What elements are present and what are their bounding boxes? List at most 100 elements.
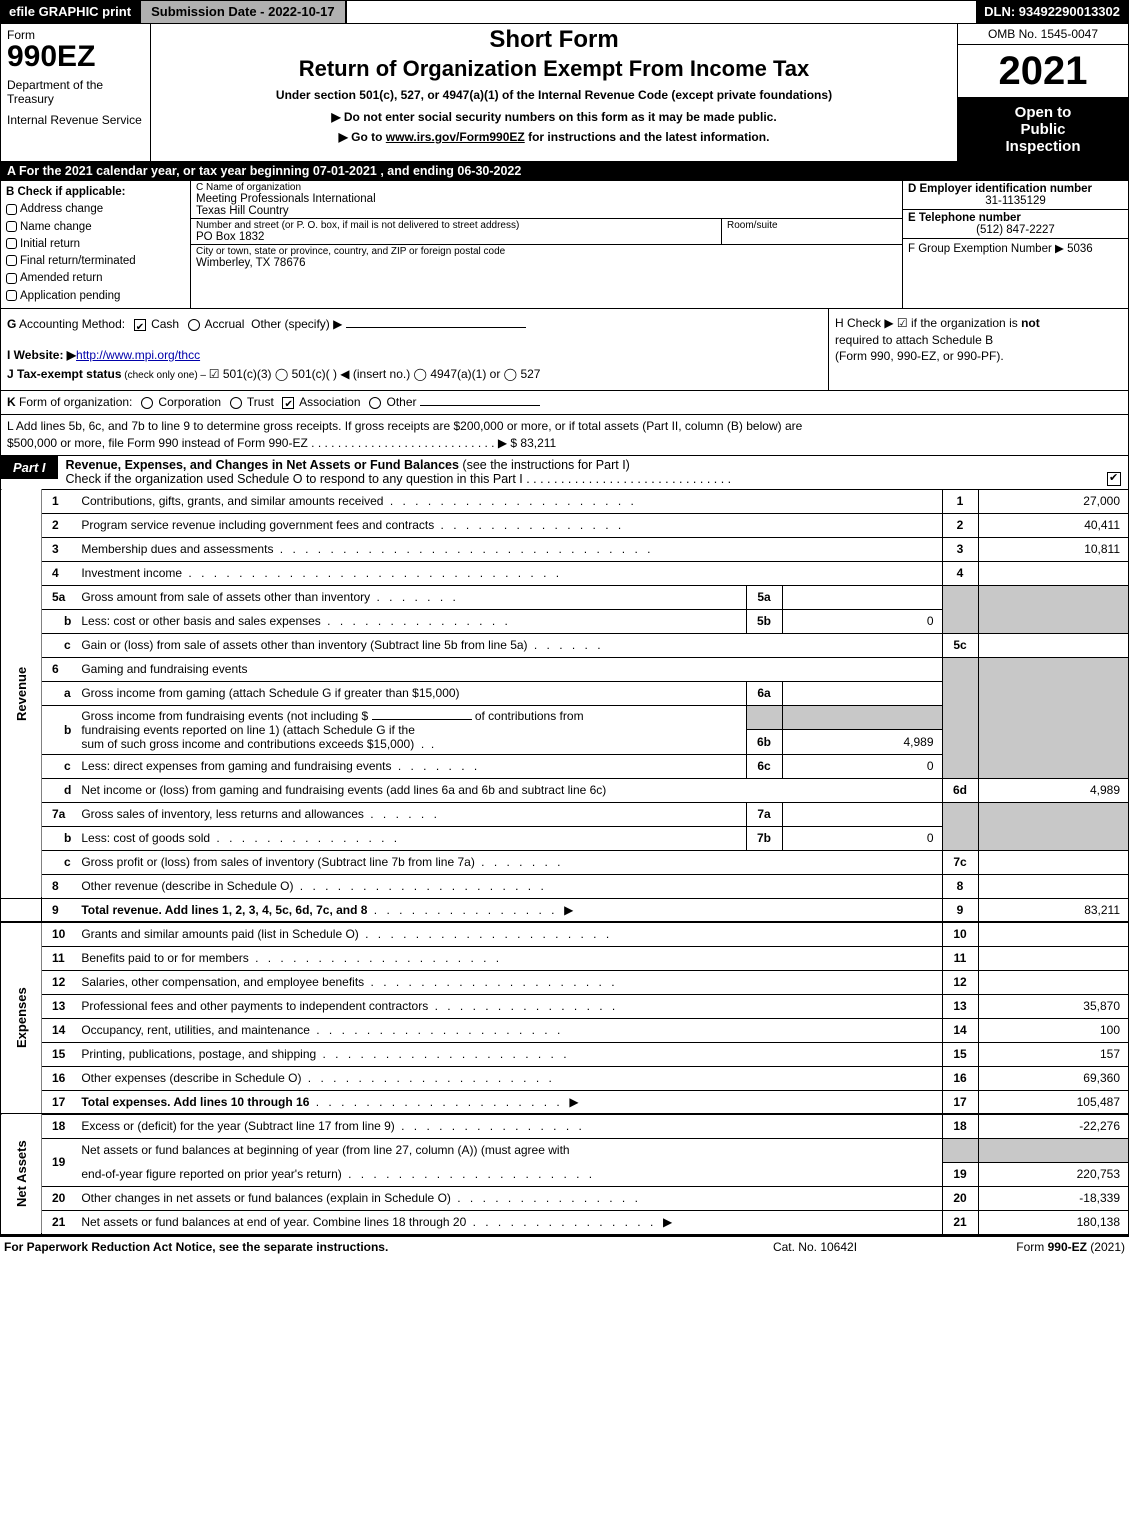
l5ab-rval-gray <box>978 585 1128 633</box>
chk-amended-return[interactable] <box>6 273 17 284</box>
chk-other-org[interactable] <box>369 397 381 409</box>
irs-link[interactable]: www.irs.gov/Form990EZ <box>386 130 525 144</box>
l6b-subval-gray <box>782 705 942 730</box>
lines-table: Revenue 1 Contributions, gifts, grants, … <box>1 489 1128 1235</box>
l7ab-rnum-gray <box>942 802 978 850</box>
chk-address-change[interactable] <box>6 204 17 215</box>
l11-rnum: 11 <box>942 946 978 970</box>
l5b-dots: . . . . . . . . . . . . . . . <box>321 614 511 628</box>
open-line3: Inspection <box>960 138 1126 155</box>
l20-rval: -18,339 <box>978 1186 1128 1210</box>
part1-checkbox[interactable] <box>1107 472 1121 486</box>
d-ein-cell: D Employer identification number 31-1135… <box>903 181 1128 210</box>
part1-desc-bold: Revenue, Expenses, and Changes in Net As… <box>66 458 459 472</box>
l2-desc: Program service revenue including govern… <box>76 513 942 537</box>
l1-rnum: 1 <box>942 489 978 513</box>
part1-label: Part I <box>1 456 58 479</box>
l5a-num: 5a <box>42 585 77 609</box>
l8-desc: Other revenue (describe in Schedule O) .… <box>76 874 942 898</box>
l-value: 83,211 <box>520 436 556 450</box>
chk-application-pending[interactable] <box>6 290 17 301</box>
chk-accrual[interactable] <box>188 319 200 331</box>
l3-text: Membership dues and assessments <box>81 542 273 556</box>
chk-initial-return[interactable] <box>6 238 17 249</box>
lbl-final-return: Final return/terminated <box>20 255 136 267</box>
l9-text: Total revenue. Add lines 1, 2, 3, 4, 5c,… <box>81 903 367 917</box>
line-1: Revenue 1 Contributions, gifts, grants, … <box>1 489 1128 513</box>
footer-form-bold: 990-EZ <box>1048 1240 1087 1254</box>
l16-rnum: 16 <box>942 1066 978 1090</box>
irs-label: Internal Revenue Service <box>7 113 144 127</box>
footer-paperwork: For Paperwork Reduction Act Notice, see … <box>4 1240 705 1254</box>
l11-dots: . . . . . . . . . . . . . . . . . . . . <box>249 951 502 965</box>
footer-catno: Cat. No. 10642I <box>705 1240 925 1254</box>
chk-name-change[interactable] <box>6 221 17 232</box>
l14-num: 14 <box>42 1018 77 1042</box>
l19-desc2: end-of-year figure reported on prior yea… <box>76 1162 942 1186</box>
top-bar: efile GRAPHIC print Submission Date - 20… <box>0 0 1129 24</box>
e-tel-value: (512) 847-2227 <box>908 224 1123 236</box>
l18-dots: . . . . . . . . . . . . . . . <box>395 1119 585 1133</box>
l6b-sublbl-gray <box>746 705 782 730</box>
form-container: Form 990EZ Department of the Treasury In… <box>0 24 1129 1235</box>
l11-num: 11 <box>42 946 77 970</box>
l5c-text: Gain or (loss) from sale of assets other… <box>81 638 527 652</box>
l18-desc: Excess or (deficit) for the year (Subtra… <box>76 1114 942 1138</box>
side-netassets: Net Assets <box>1 1114 42 1234</box>
l6b-blank <box>372 719 472 720</box>
form-number: 990EZ <box>7 42 144 72</box>
line-2: 2 Program service revenue including gove… <box>1 513 1128 537</box>
l7b-dots: . . . . . . . . . . . . . . . <box>210 831 400 845</box>
l10-rnum: 10 <box>942 922 978 946</box>
i-website-label: I Website: ▶ <box>7 348 76 362</box>
open-line1: Open to <box>960 104 1126 121</box>
l3-desc: Membership dues and assessments . . . . … <box>76 537 942 561</box>
l10-desc: Grants and similar amounts paid (list in… <box>76 922 942 946</box>
line-20: 20 Other changes in net assets or fund b… <box>1 1186 1128 1210</box>
l4-dots: . . . . . . . . . . . . . . . . . . . . … <box>182 566 562 580</box>
goto-post: for instructions and the latest informat… <box>525 130 770 144</box>
l12-desc: Salaries, other compensation, and employ… <box>76 970 942 994</box>
e-tel-label: E Telephone number <box>908 212 1021 224</box>
h-right: H Check ▶ ☑ if the organization is not r… <box>828 309 1128 391</box>
h-line3: (Form 990, 990-EZ, or 990-PF). <box>835 348 1122 365</box>
line-7c: c Gross profit or (loss) from sales of i… <box>1 850 1128 874</box>
chk-final-return[interactable] <box>6 255 17 266</box>
l21-dots: . . . . . . . . . . . . . . . <box>466 1215 656 1229</box>
website-link[interactable]: http://www.mpi.org/thcc <box>76 348 200 362</box>
l5c-desc: Gain or (loss) from sale of assets other… <box>76 633 942 657</box>
l19-num: 19 <box>42 1138 77 1186</box>
form-header: Form 990EZ Department of the Treasury In… <box>1 24 1128 161</box>
c-addr-label: Number and street (or P. O. box, if mail… <box>196 220 716 231</box>
chk-trust[interactable] <box>230 397 242 409</box>
chk-association[interactable] <box>282 397 294 409</box>
part1-header: Part I Revenue, Expenses, and Changes in… <box>1 455 1128 489</box>
l8-rnum: 8 <box>942 874 978 898</box>
spacer <box>347 1 977 23</box>
tax-year: 2021 <box>958 45 1128 98</box>
title-return: Return of Organization Exempt From Incom… <box>161 56 947 82</box>
l6d-desc: Net income or (loss) from gaming and fun… <box>76 778 942 802</box>
l7c-dots: . . . . . . . <box>475 855 564 869</box>
line-9: 9 Total revenue. Add lines 1, 2, 3, 4, 5… <box>1 898 1128 922</box>
l19-text2: end-of-year figure reported on prior yea… <box>81 1167 341 1181</box>
l4-desc: Investment income . . . . . . . . . . . … <box>76 561 942 585</box>
l11-rval <box>978 946 1128 970</box>
l7a-desc: Gross sales of inventory, less returns a… <box>76 802 746 826</box>
l5a-dots: . . . . . . . <box>370 590 459 604</box>
l13-rval: 35,870 <box>978 994 1128 1018</box>
lbl-initial-return: Initial return <box>20 238 80 250</box>
j-label: J Tax-exempt status <box>7 367 122 381</box>
l5ab-rnum-gray <box>942 585 978 633</box>
l6b-text3: sum of such gross income and contributio… <box>81 737 414 751</box>
efile-print-label[interactable]: efile GRAPHIC print <box>1 1 139 23</box>
chk-corporation[interactable] <box>141 397 153 409</box>
l11-desc: Benefits paid to or for members . . . . … <box>76 946 942 970</box>
l14-rval: 100 <box>978 1018 1128 1042</box>
c-name-label: C Name of organization <box>196 182 897 193</box>
l2-num: 2 <box>42 513 77 537</box>
j-tax-exempt-row: J Tax-exempt status (check only one) ‒ ☑… <box>7 365 822 384</box>
chk-cash[interactable] <box>134 319 146 331</box>
l16-text: Other expenses (describe in Schedule O) <box>81 1071 301 1085</box>
l10-num: 10 <box>42 922 77 946</box>
